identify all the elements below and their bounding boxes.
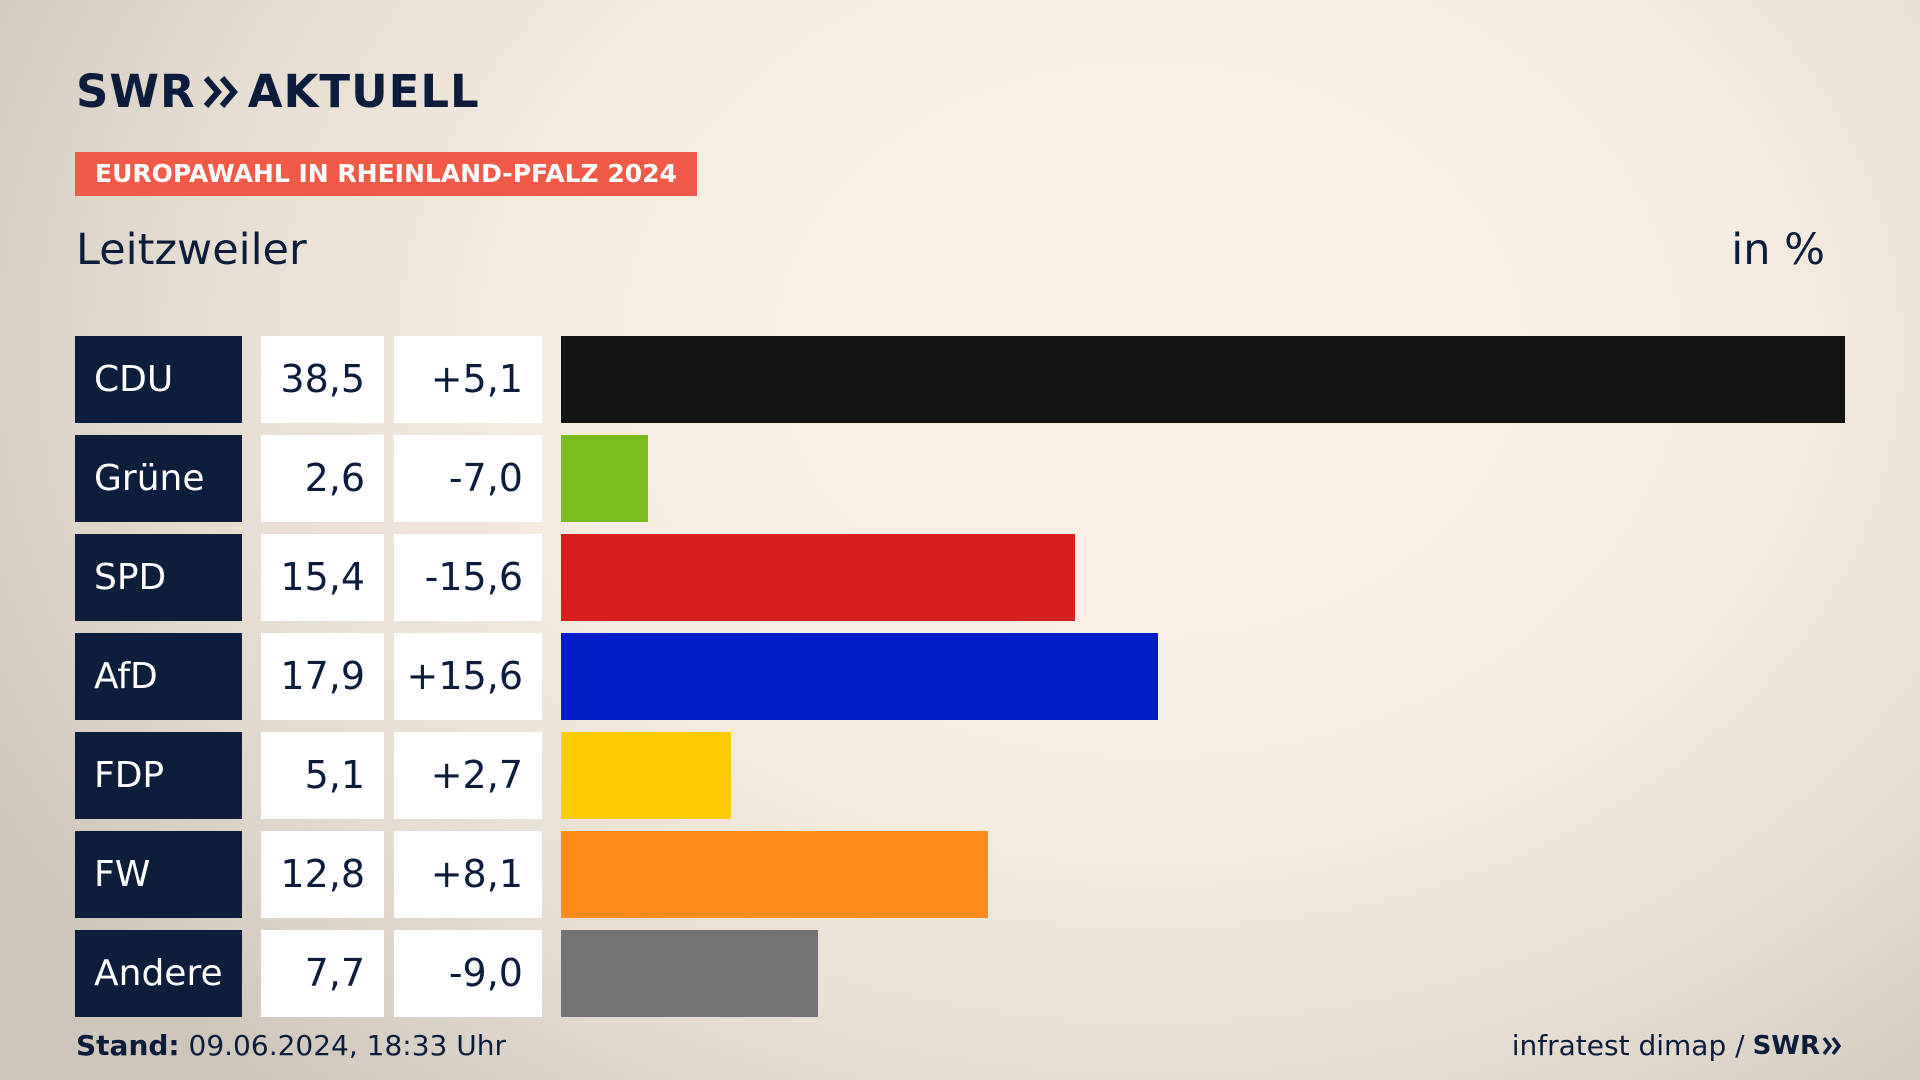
result-bar bbox=[561, 831, 988, 918]
timestamp: Stand: 09.06.2024, 18:33 Uhr bbox=[76, 1028, 506, 1064]
logo-aktuell-text: AKTUELL bbox=[247, 65, 480, 118]
party-label: FDP bbox=[75, 732, 242, 819]
vote-share-label: 5,1 bbox=[261, 732, 384, 819]
change-label: +5,1 bbox=[394, 336, 542, 423]
chart-row: Grüne 2,6 -7,0 bbox=[75, 435, 1845, 522]
vote-share-label: 38,5 bbox=[261, 336, 384, 423]
result-bar bbox=[561, 732, 731, 819]
chart-row: AfD 17,9 +15,6 bbox=[75, 633, 1845, 720]
change-label: -9,0 bbox=[394, 930, 542, 1017]
source-text: infratest dimap / bbox=[1511, 1029, 1745, 1062]
chart-row: Andere 7,7 -9,0 bbox=[75, 930, 1845, 1017]
stand-label: Stand: bbox=[76, 1029, 180, 1062]
chart-row: FDP 5,1 +2,7 bbox=[75, 732, 1845, 819]
footer-swr-text: SWR bbox=[1752, 1031, 1820, 1061]
change-label: -7,0 bbox=[394, 435, 542, 522]
party-label: CDU bbox=[75, 336, 242, 423]
party-label: Grüne bbox=[75, 435, 242, 522]
result-bar bbox=[561, 336, 1845, 423]
result-bar bbox=[561, 534, 1075, 621]
party-label: FW bbox=[75, 831, 242, 918]
vote-share-label: 7,7 bbox=[261, 930, 384, 1017]
chart-row: FW 12,8 +8,1 bbox=[75, 831, 1845, 918]
source-credit: infratest dimap / SWR bbox=[1512, 1028, 1844, 1064]
result-bar bbox=[561, 633, 1158, 720]
result-bar bbox=[561, 930, 818, 1017]
chart-row: CDU 38,5 +5,1 bbox=[75, 336, 1845, 423]
election-badge: EUROPAWAHL IN RHEINLAND-PFALZ 2024 bbox=[75, 152, 697, 196]
double-chevron-icon bbox=[1822, 1036, 1842, 1056]
double-chevron-icon bbox=[203, 76, 238, 108]
party-label: SPD bbox=[75, 534, 242, 621]
party-label: AfD bbox=[75, 633, 242, 720]
change-label: +15,6 bbox=[394, 633, 542, 720]
vote-share-label: 12,8 bbox=[261, 831, 384, 918]
result-bar bbox=[561, 435, 648, 522]
vote-share-label: 2,6 bbox=[261, 435, 384, 522]
stand-value: 09.06.2024, 18:33 Uhr bbox=[188, 1029, 506, 1062]
swr-aktuell-logo: SWR AKTUELL bbox=[76, 62, 480, 122]
change-label: -15,6 bbox=[394, 534, 542, 621]
change-label: +8,1 bbox=[394, 831, 542, 918]
vote-share-label: 17,9 bbox=[261, 633, 384, 720]
party-label: Andere bbox=[75, 930, 242, 1017]
vote-share-label: 15,4 bbox=[261, 534, 384, 621]
unit-label: in % bbox=[1731, 225, 1825, 275]
chart-row: SPD 15,4 -15,6 bbox=[75, 534, 1845, 621]
logo-swr-text: SWR bbox=[76, 65, 196, 118]
footer-swr-logo: SWR bbox=[1753, 1028, 1844, 1064]
change-label: +2,7 bbox=[394, 732, 542, 819]
place-title: Leitzweiler bbox=[76, 225, 307, 275]
